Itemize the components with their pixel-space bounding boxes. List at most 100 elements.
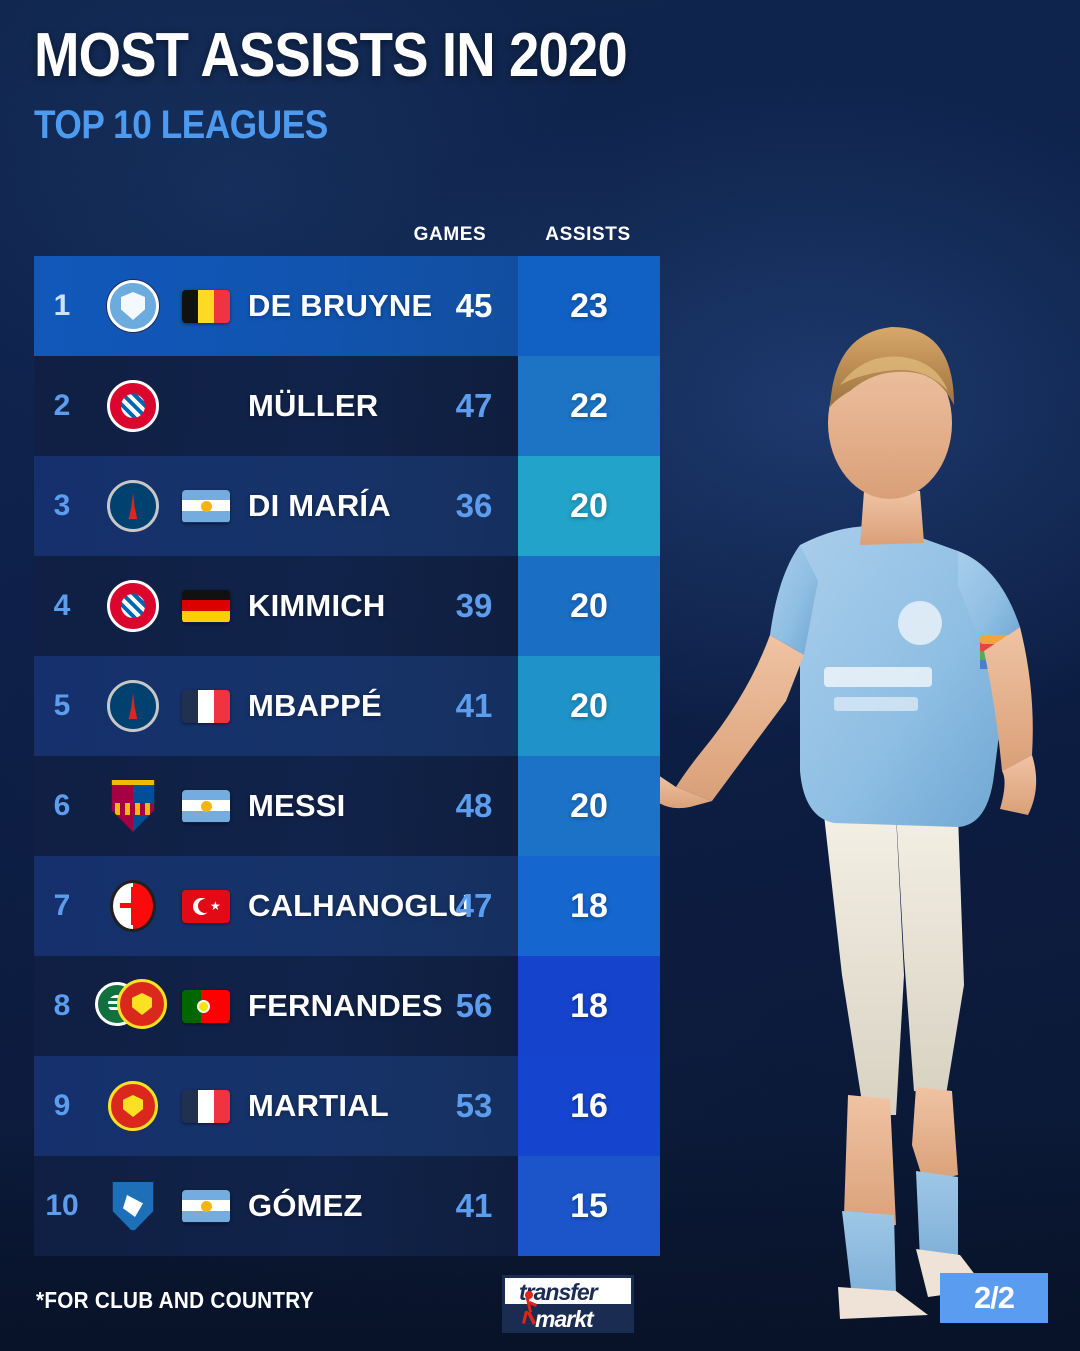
club-crest-manchester-united — [108, 1081, 158, 1131]
assists-value: 20 — [570, 586, 608, 625]
games-value: 47 — [455, 887, 493, 924]
column-header-assists: ASSISTS — [545, 224, 631, 245]
footnote: *FOR CLUB AND COUNTRY — [36, 1287, 314, 1313]
assists-value: 20 — [570, 786, 608, 825]
assists-value: 18 — [570, 886, 608, 925]
club-badges — [107, 580, 159, 632]
country-flag — [182, 756, 244, 856]
rank-number: 5 — [53, 689, 71, 722]
table-row: 2 MÜLLER 47 22 — [34, 356, 660, 456]
page-indicator-label: 2/2 — [973, 1280, 1015, 1315]
flag-france — [182, 1089, 230, 1123]
club-badges — [107, 380, 159, 432]
table-row: 7 ★ CALHANOGLU 47 18 — [34, 856, 660, 956]
rank-number: 8 — [53, 989, 71, 1022]
games-value: 39 — [455, 587, 493, 624]
column-header-games: GAMES — [413, 224, 487, 245]
player-photo — [651, 327, 1037, 1319]
games-value: 41 — [455, 687, 493, 724]
header: MOST ASSISTS IN 2020 TOP 10 LEAGUES — [34, 24, 708, 148]
club-crest-manchester-city — [107, 280, 159, 332]
page-title: MOST ASSISTS IN 2020 — [34, 21, 628, 90]
country-flag: ★ — [182, 856, 244, 956]
assists-value: 23 — [570, 286, 608, 325]
logo-band-top — [505, 1278, 631, 1304]
club-badges — [107, 480, 159, 532]
rank-number: 4 — [53, 589, 71, 622]
rank-number: 2 — [53, 389, 71, 422]
club-crest-paris-saint-germain — [107, 680, 159, 732]
club-crest-manchester-united — [117, 979, 167, 1029]
table-row: 3 DI MARÍA 36 20 — [34, 456, 660, 556]
games-value: 45 — [455, 287, 493, 324]
page-subtitle: TOP 10 LEAGUES — [34, 103, 328, 148]
assists-cell: 20 — [518, 456, 660, 556]
table-row: 5 MBAPPÉ 41 20 — [34, 656, 660, 756]
ranking-table: 1 DE BRUYNE 45 23 2 MÜLLER 47 22 3 DI MARÍA 36 20 4 K… — [34, 256, 660, 1256]
page-indicator: 2/2 — [940, 1273, 1048, 1323]
country-flag — [182, 456, 244, 556]
player-name: GÓMEZ — [248, 1188, 363, 1223]
assists-cell: 20 — [518, 756, 660, 856]
player-name: MBAPPÉ — [248, 688, 382, 723]
flag-france — [182, 689, 230, 723]
club-badges — [110, 780, 156, 832]
assists-value: 20 — [570, 486, 608, 525]
runner-icon — [522, 1291, 537, 1325]
logo-text-top: transfer — [519, 1279, 598, 1305]
club-crest-paris-saint-germain — [107, 480, 159, 532]
country-flag — [182, 956, 244, 1056]
flag-germany — [182, 589, 230, 623]
player-name: MESSI — [248, 788, 346, 823]
rank-number: 6 — [53, 789, 71, 822]
club-crest-bayern-munich — [107, 380, 159, 432]
assists-cell: 15 — [518, 1156, 660, 1256]
table-row: 10 GÓMEZ 41 15 — [34, 1156, 660, 1256]
club-badges — [110, 1180, 156, 1232]
table-row: 9 MARTIAL 53 16 — [34, 1056, 660, 1156]
club-badges — [108, 1081, 158, 1131]
club-crest-bayern-munich — [107, 580, 159, 632]
country-flag — [182, 1056, 244, 1156]
club-crest-fc-barcelona — [111, 780, 155, 832]
player-name: MÜLLER — [248, 388, 379, 423]
assists-value: 15 — [570, 1186, 608, 1225]
assists-cell: 18 — [518, 956, 660, 1056]
assists-value: 22 — [570, 386, 608, 425]
games-value: 56 — [455, 987, 493, 1024]
rank-number: 9 — [53, 1089, 71, 1122]
player-name: CALHANOGLU — [248, 888, 471, 923]
games-value: 53 — [455, 1087, 493, 1124]
flag-argentina — [182, 1189, 230, 1223]
assists-value: 16 — [570, 1086, 608, 1125]
club-badges — [107, 280, 159, 332]
country-flag — [182, 656, 244, 756]
assists-cell: 18 — [518, 856, 660, 956]
club-crest-ac-milan — [110, 880, 156, 932]
assists-cell: 22 — [518, 356, 660, 456]
games-value: 47 — [455, 387, 493, 424]
flag-turkey: ★ — [182, 889, 230, 923]
club-badges — [110, 880, 156, 932]
logo-text-bottom: markt — [535, 1306, 594, 1332]
assists-value: 20 — [570, 686, 608, 725]
player-name: DI MARÍA — [248, 488, 391, 523]
rank-number: 1 — [53, 289, 71, 322]
club-crest-atalanta — [112, 1180, 154, 1232]
flag-belgium — [182, 289, 230, 323]
assists-cell: 23 — [518, 256, 660, 356]
rank-number: 10 — [45, 1189, 79, 1222]
rank-number: 7 — [53, 889, 71, 922]
player-name: FERNANDES — [248, 988, 443, 1023]
column-headers: GAMES ASSISTS — [0, 224, 1080, 254]
table-row: 4 KIMMICH 39 20 — [34, 556, 660, 656]
player-name: DE BRUYNE — [248, 288, 433, 323]
assists-cell: 20 — [518, 656, 660, 756]
player-name: KIMMICH — [248, 588, 386, 623]
club-badges — [95, 979, 171, 1033]
games-value: 48 — [455, 787, 493, 824]
club-badges — [107, 680, 159, 732]
table-row: 1 DE BRUYNE 45 23 — [34, 256, 660, 356]
footer: *FOR CLUB AND COUNTRY transfer markt 2/2 — [0, 1261, 1080, 1351]
transfermarkt-logo: transfer markt — [502, 1275, 634, 1333]
